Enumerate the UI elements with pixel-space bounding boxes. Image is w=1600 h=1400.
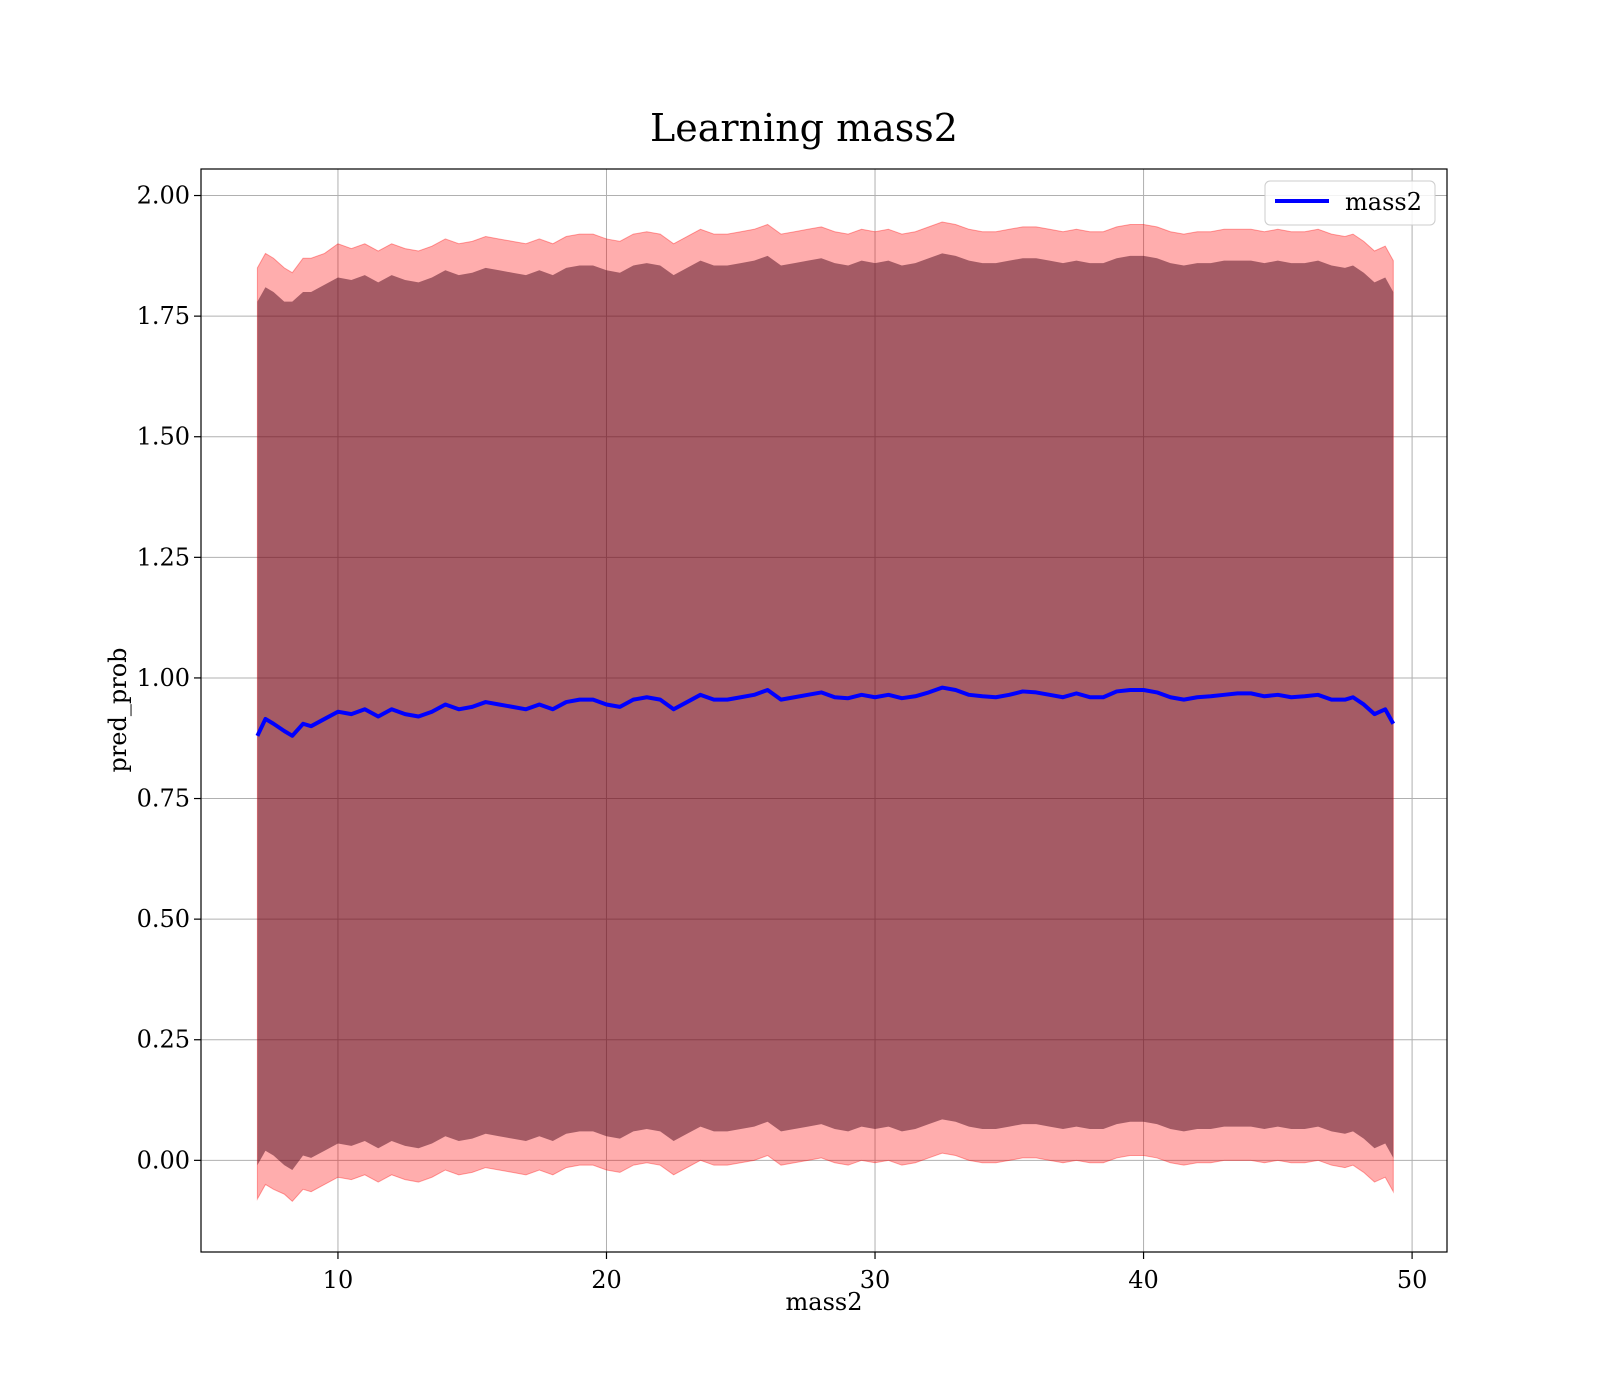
x-tick-label: 10 bbox=[323, 1266, 354, 1294]
series-lines bbox=[255, 685, 1396, 738]
x-tick-label: 40 bbox=[1128, 1266, 1159, 1294]
y-tick-label: 2.00 bbox=[137, 182, 190, 210]
y-tick-label: 0.00 bbox=[137, 1146, 190, 1174]
x-axis-ticks: 10 20 30 40 50 bbox=[323, 1252, 1428, 1294]
y-tick-label: 0.25 bbox=[137, 1026, 190, 1054]
x-axis-label: mass2 bbox=[786, 1288, 863, 1316]
legend-box bbox=[1264, 180, 1436, 226]
plot-frame bbox=[200, 168, 1448, 1253]
legend: mass2 bbox=[1264, 180, 1436, 226]
series-line-mass2 bbox=[255, 685, 1396, 738]
y-tick-label: 1.75 bbox=[137, 302, 190, 330]
y-tick-label: 0.75 bbox=[137, 785, 190, 813]
x-tick-label: 30 bbox=[860, 1266, 891, 1294]
plot-area bbox=[200, 168, 1448, 1253]
chart-title: Learning mass2 bbox=[650, 106, 958, 150]
y-axis-label: pred_prob bbox=[104, 647, 132, 772]
x-tick-label: 20 bbox=[591, 1266, 622, 1294]
x-tick-label: 50 bbox=[1397, 1266, 1428, 1294]
y-axis-ticks: 0.00 0.25 0.50 0.75 1.00 1.25 1.50 1.75 2.00 bbox=[137, 182, 201, 1174]
inner-confidence-band bbox=[257, 253, 1394, 1170]
y-tick-label: 1.00 bbox=[137, 664, 190, 692]
confidence-bands bbox=[256, 221, 1394, 1203]
y-tick-label: 1.25 bbox=[137, 543, 190, 571]
y-tick-label: 1.50 bbox=[137, 423, 190, 451]
y-tick-label: 0.50 bbox=[137, 905, 190, 933]
legend-entry-label: mass2 bbox=[1345, 188, 1422, 216]
